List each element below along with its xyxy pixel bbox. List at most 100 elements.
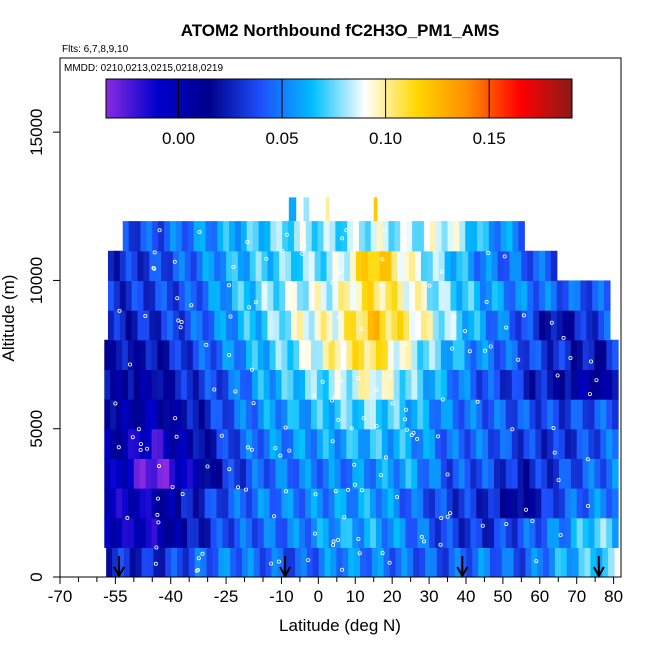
- heatmap-cell: [562, 310, 570, 341]
- colorbar-tick-label: 0.15: [473, 129, 506, 148]
- heatmap-cell: [429, 488, 436, 519]
- heatmap-cell: [346, 488, 353, 519]
- heatmap-cell: [198, 339, 206, 370]
- heatmap-cell: [488, 399, 495, 430]
- heatmap-cell: [302, 250, 310, 282]
- sample-point: [336, 538, 341, 543]
- heatmap-cell: [558, 458, 566, 489]
- sample-point: [136, 427, 141, 432]
- heatmap-cell: [279, 250, 286, 282]
- heatmap-cell: [391, 280, 398, 311]
- heatmap-cell: [456, 250, 463, 282]
- heatmap-cell: [391, 310, 398, 341]
- heatmap-cell: [379, 250, 387, 282]
- heatmap-cell: [517, 488, 525, 519]
- heatmap-cell: [208, 280, 215, 311]
- heatmap-cell: [606, 517, 613, 548]
- heatmap-cell: [216, 458, 223, 489]
- heatmap-cell: [352, 428, 359, 459]
- heatmap-cell: [334, 369, 342, 400]
- heatmap-cell: [491, 250, 499, 282]
- heatmap-cell: [419, 547, 426, 577]
- heatmap-cell: [192, 488, 200, 519]
- heatmap-cell: [505, 369, 513, 400]
- heatmap-cell: [574, 280, 582, 311]
- heatmap-cell: [305, 339, 312, 370]
- heatmap-cell: [116, 517, 123, 548]
- heatmap-cell: [246, 221, 254, 252]
- heatmap-cell: [364, 517, 371, 548]
- heatmap-cell: [332, 280, 339, 311]
- heatmap-cell: [322, 488, 330, 519]
- heatmap-cell: [403, 280, 410, 311]
- heatmap-cell: [415, 250, 422, 282]
- heatmap-cell: [549, 547, 556, 577]
- sample-point: [200, 551, 205, 556]
- heatmap-cell: [426, 250, 434, 282]
- heatmap-cell: [198, 369, 206, 400]
- heatmap-cell: [482, 221, 490, 252]
- heatmap-cell: [340, 428, 348, 459]
- heatmap-cell: [346, 399, 353, 430]
- heatmap-cell: [107, 250, 115, 282]
- heatmap-cell: [258, 221, 266, 252]
- heatmap-cell: [389, 547, 397, 577]
- sample-point: [155, 512, 160, 517]
- heatmap-cell: [186, 339, 194, 370]
- heatmap-cell: [310, 339, 318, 370]
- heatmap-cell: [533, 280, 540, 311]
- heatmap-cell: [196, 280, 204, 311]
- heatmap-cell: [175, 517, 182, 548]
- heatmap-cell: [110, 369, 117, 400]
- heatmap-cell: [527, 280, 534, 311]
- heatmap-cell: [119, 310, 127, 341]
- heatmap-cell: [110, 339, 117, 370]
- heatmap-cell: [139, 428, 147, 459]
- x-tick-label: -25: [214, 587, 239, 606]
- heatmap-cell: [127, 458, 135, 489]
- heatmap-cell: [423, 517, 430, 548]
- heatmap-cell: [539, 250, 546, 282]
- heatmap-cell: [471, 221, 478, 252]
- heatmap-cell: [246, 339, 253, 370]
- heatmap-cell: [375, 458, 383, 489]
- heatmap-cell: [367, 310, 375, 341]
- heatmap-cell: [523, 458, 531, 489]
- sample-point: [154, 545, 159, 550]
- heatmap-cell: [194, 547, 202, 577]
- sample-point: [549, 320, 554, 325]
- heatmap-cell: [602, 547, 609, 577]
- heatmap-cell: [228, 399, 235, 430]
- heatmap-cell: [426, 280, 434, 311]
- x-tick-label: 60: [530, 587, 549, 606]
- heatmap-cell: [243, 250, 251, 282]
- heatmap-cell: [568, 310, 576, 341]
- heatmap-cell: [499, 428, 507, 459]
- heatmap-cell: [175, 458, 182, 489]
- heatmap-cell: [167, 250, 174, 282]
- sample-point: [338, 268, 343, 273]
- heatmap-cell: [310, 369, 318, 400]
- sample-point: [374, 423, 379, 428]
- heatmap-cell: [470, 369, 477, 400]
- heatmap-cell: [382, 221, 390, 252]
- heatmap-cell: [288, 197, 297, 222]
- heatmap-cell: [228, 428, 235, 459]
- heatmap-cell: [558, 488, 566, 519]
- sample-point: [219, 433, 224, 438]
- heatmap-cell: [222, 517, 229, 548]
- x-tick-label: 80: [604, 587, 623, 606]
- sample-point: [475, 399, 480, 404]
- sample-points: [113, 226, 599, 573]
- heatmap-cell: [116, 488, 123, 519]
- heatmap-cell: [181, 369, 188, 400]
- heatmap-cell: [527, 250, 534, 282]
- heatmap-cell: [279, 280, 286, 311]
- heatmap-cell: [205, 221, 212, 252]
- heatmap-cell: [400, 221, 407, 252]
- heatmap-cell: [104, 488, 111, 519]
- heatmap-cell: [334, 399, 342, 430]
- heatmap-cell: [606, 458, 613, 489]
- heatmap-cell: [346, 339, 353, 370]
- heatmap-cell: [231, 280, 239, 311]
